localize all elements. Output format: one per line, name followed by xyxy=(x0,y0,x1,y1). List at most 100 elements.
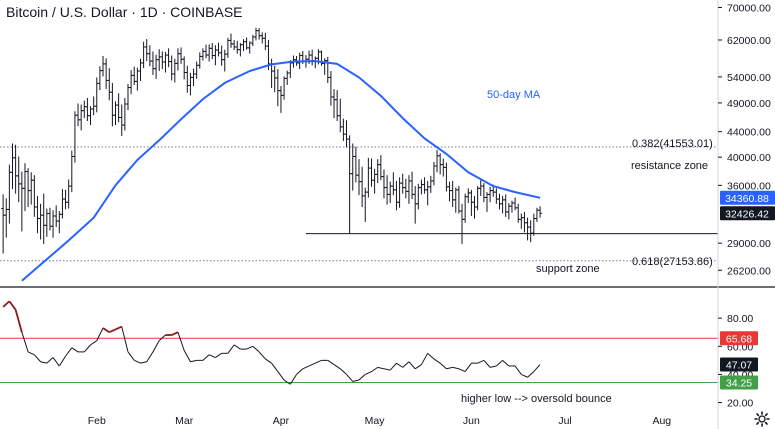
rsi-segment xyxy=(52,357,60,367)
rsi-segment xyxy=(365,371,372,375)
price-tick-label: 70000.00 xyxy=(727,3,771,15)
rsi-segment xyxy=(283,379,291,385)
ma-value-badge: 34360.88 xyxy=(725,193,769,205)
fib-0382-label: 0.382(41553.01) xyxy=(632,138,713,150)
rsi-upper-badge: 65.68 xyxy=(726,333,752,345)
rsi-segment xyxy=(152,340,160,353)
rsi-segment xyxy=(171,331,179,336)
rsi-segment xyxy=(121,326,129,353)
rsi-segment xyxy=(358,374,366,381)
rsi-segment xyxy=(158,334,166,342)
price-tick-label: 26200.00 xyxy=(727,265,771,277)
time-tick-label: Mar xyxy=(175,415,194,427)
rsi-segment xyxy=(190,359,197,363)
rsi-segment xyxy=(533,364,541,372)
time-tick-label: Jun xyxy=(463,415,480,427)
rsi-segment xyxy=(233,344,241,350)
rsi-segment xyxy=(27,351,35,356)
rsi-segment xyxy=(483,360,491,368)
rsi-segment xyxy=(127,351,135,361)
rsi-segment xyxy=(383,368,391,371)
rsi-lower-badge-bg xyxy=(720,375,758,390)
resistance-label: resistance zone xyxy=(631,160,708,172)
rsi-segment xyxy=(140,361,147,364)
rsi-segment xyxy=(490,365,497,368)
rsi-segment xyxy=(277,371,285,381)
price-tick-label: 36000.00 xyxy=(727,180,771,192)
rsi-segment xyxy=(96,327,104,341)
rsi-segment xyxy=(252,345,260,353)
rsi-segment xyxy=(83,344,91,353)
rsi-segment xyxy=(402,361,410,368)
rsi-segment xyxy=(308,362,316,367)
rsi-segment xyxy=(227,344,235,354)
rsi-segment xyxy=(2,300,10,308)
rsi-segment xyxy=(215,352,222,358)
rsi-segment xyxy=(377,366,385,370)
rsi-value-badge-bg xyxy=(720,357,758,372)
time-tick-label: Apr xyxy=(273,415,290,427)
price-tick-label: 29000.00 xyxy=(727,238,771,250)
rsi-segment xyxy=(65,347,73,357)
rsi-segment xyxy=(464,362,472,372)
last-price-badge-bg xyxy=(720,206,775,221)
rsi-segment xyxy=(183,350,191,362)
rsi-segment xyxy=(246,345,254,350)
rsi-segment xyxy=(502,359,510,367)
time-tick-label: Feb xyxy=(88,415,106,427)
rsi-segment xyxy=(527,371,535,378)
rsi-upper-badge-bg xyxy=(720,331,758,346)
rsi-pane: higher low --> oversold bounce xyxy=(0,300,718,405)
price-tick-label: 49000.00 xyxy=(727,98,771,110)
ma-value-badge-bg xyxy=(720,190,775,205)
ma-50-line xyxy=(21,60,541,282)
rsi-segment xyxy=(339,368,347,375)
rsi-note: higher low --> oversold bounce xyxy=(461,393,612,405)
rsi-segment xyxy=(265,358,272,364)
rsi-tick-label: 20.00 xyxy=(727,398,753,410)
rsi-segment xyxy=(40,361,47,364)
time-tick-label: Aug xyxy=(652,415,671,427)
time-tick-label: May xyxy=(365,415,386,427)
rsi-value-badge: 47.07 xyxy=(726,359,752,371)
price-pane: 50-day MA 0.382(41553.01) resistance zone s… xyxy=(0,27,718,282)
rsi-segment xyxy=(8,300,17,311)
rsi-segment xyxy=(396,362,403,368)
rsi-segment xyxy=(177,332,185,351)
rsi-segment xyxy=(296,368,304,375)
rsi-segment xyxy=(33,354,41,363)
chart-title: Bitcoin / U.S. Dollar · 1D · COINBASE xyxy=(6,4,243,20)
rsi-segment xyxy=(333,364,341,370)
rsi-segment xyxy=(514,365,522,375)
time-tick-label: Jul xyxy=(558,415,571,427)
rsi-segment xyxy=(414,364,422,370)
rsi-segment xyxy=(352,379,360,382)
rsi-segment xyxy=(258,351,266,360)
rsi-segment xyxy=(208,354,216,358)
price-tick-label: 40000.00 xyxy=(727,152,771,164)
rsi-segment xyxy=(58,355,66,367)
rsi-segment xyxy=(327,359,335,365)
rsi-segment xyxy=(14,309,23,333)
rsi-segment xyxy=(389,362,397,371)
rsi-segment xyxy=(458,368,466,373)
rsi-segment xyxy=(315,359,322,364)
rsi-segment xyxy=(102,327,110,333)
rsi-segment xyxy=(146,351,154,363)
rsi-segment xyxy=(420,353,429,365)
rsi-segment xyxy=(452,366,460,370)
rsi-segment xyxy=(446,366,453,370)
last-price-badge: 32426.42 xyxy=(725,208,769,220)
fib-0618-label: 0.618(27153.86) xyxy=(632,256,713,268)
price-tick-label: 44000.00 xyxy=(727,127,771,139)
rsi-tick-label: 80.00 xyxy=(727,313,753,325)
ma-label: 50-day MA xyxy=(487,89,541,101)
gear-icon[interactable] xyxy=(754,411,770,427)
rsi-segment xyxy=(439,362,447,370)
rsi-segment xyxy=(433,358,441,364)
rsi-segment xyxy=(134,359,141,364)
rsi-segment xyxy=(21,332,29,353)
support-label: support zone xyxy=(536,263,600,275)
